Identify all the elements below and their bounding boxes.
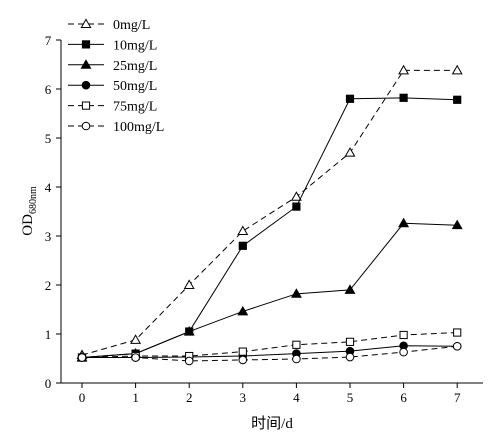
data-point xyxy=(184,356,194,366)
data-point xyxy=(130,334,142,344)
legend-item: 0mg/L xyxy=(68,18,150,33)
x-tick-label: 6 xyxy=(400,390,407,405)
data-point xyxy=(345,337,355,346)
x-axis-label: 时间/d xyxy=(251,415,293,432)
legend-label: 50mg/L xyxy=(113,79,157,94)
legend-item: 10mg/L xyxy=(68,38,157,53)
data-point xyxy=(290,288,302,298)
series-line xyxy=(81,332,458,359)
legend-marker xyxy=(80,18,92,28)
data-point xyxy=(238,347,247,356)
data-point xyxy=(345,352,355,362)
y-ticks: 0 1 2 3 4 5 6 7 xyxy=(45,33,61,391)
data-point xyxy=(398,64,410,75)
data-point xyxy=(344,147,356,157)
data-point xyxy=(290,191,302,201)
data-point xyxy=(451,219,463,230)
y-tick-label: 1 xyxy=(45,327,52,342)
x-tick-label: 0 xyxy=(79,390,86,405)
legend-label: 75mg/L xyxy=(113,100,157,115)
data-point xyxy=(237,305,249,316)
data-point xyxy=(131,353,140,362)
data-point xyxy=(292,202,301,211)
y-tick-label: 7 xyxy=(45,33,52,48)
legend-marker xyxy=(80,59,92,69)
series-line xyxy=(81,222,458,359)
y-tick-label: 0 xyxy=(45,376,52,391)
data-point xyxy=(451,64,463,75)
x-tick-label: 5 xyxy=(347,390,354,405)
legend-item: 50mg/L xyxy=(68,79,157,94)
y-tick-label: 4 xyxy=(45,180,52,195)
legend-label: 0mg/L xyxy=(113,18,150,33)
legend-item: 25mg/L xyxy=(68,59,157,74)
data-point xyxy=(398,217,410,228)
series-line xyxy=(82,345,458,359)
data-point xyxy=(238,241,247,250)
legend-marker xyxy=(81,121,91,131)
data-point xyxy=(344,284,356,294)
data-point xyxy=(292,354,301,364)
y-axis-label-sub: 680nm xyxy=(28,186,39,214)
data-point xyxy=(399,93,408,102)
x-tick-label: 3 xyxy=(240,390,247,405)
plot-frame xyxy=(60,40,483,384)
data-point xyxy=(399,330,408,340)
series-line xyxy=(81,97,458,359)
series-line xyxy=(81,69,458,356)
data-point xyxy=(237,225,249,236)
legend-label: 100mg/L xyxy=(113,120,164,135)
x-tick-label: 7 xyxy=(454,390,461,405)
legend-marker xyxy=(81,80,91,90)
legend-label: 10mg/L xyxy=(113,38,157,53)
series-layer xyxy=(76,64,463,366)
x-tick-label: 4 xyxy=(293,390,300,405)
y-tick-label: 3 xyxy=(45,229,52,244)
y-axis-label: OD680nm xyxy=(20,186,39,236)
data-point xyxy=(292,340,301,349)
data-point xyxy=(183,325,195,336)
y-tick-label: 5 xyxy=(45,131,52,146)
y-axis-label-main: OD xyxy=(20,214,36,236)
legend-item: 100mg/L xyxy=(68,120,164,135)
data-point xyxy=(453,95,462,104)
data-point xyxy=(345,94,355,103)
x-tick-label: 2 xyxy=(186,390,193,405)
data-point xyxy=(183,279,195,289)
series-0mg/L xyxy=(76,64,463,360)
data-point xyxy=(238,355,248,365)
series-100mg/L xyxy=(77,341,462,366)
legend-marker xyxy=(81,40,91,49)
data-point xyxy=(399,347,408,357)
data-point xyxy=(453,328,462,337)
data-point xyxy=(452,341,462,351)
data-point xyxy=(77,353,87,362)
x-tick-label: 1 xyxy=(132,390,139,405)
legend-item: 75mg/L xyxy=(68,100,157,115)
legend-marker xyxy=(81,101,91,110)
legend: 0mg/L 10mg/L 25mg/L 50mg/L 75mg/L 100mg/L xyxy=(68,18,164,135)
series-line xyxy=(82,345,458,362)
legend-label: 25mg/L xyxy=(113,59,157,74)
y-tick-label: 2 xyxy=(45,278,52,293)
x-ticks: 0 1 2 3 4 5 6 7 xyxy=(79,383,461,405)
y-tick-label: 6 xyxy=(45,82,52,97)
